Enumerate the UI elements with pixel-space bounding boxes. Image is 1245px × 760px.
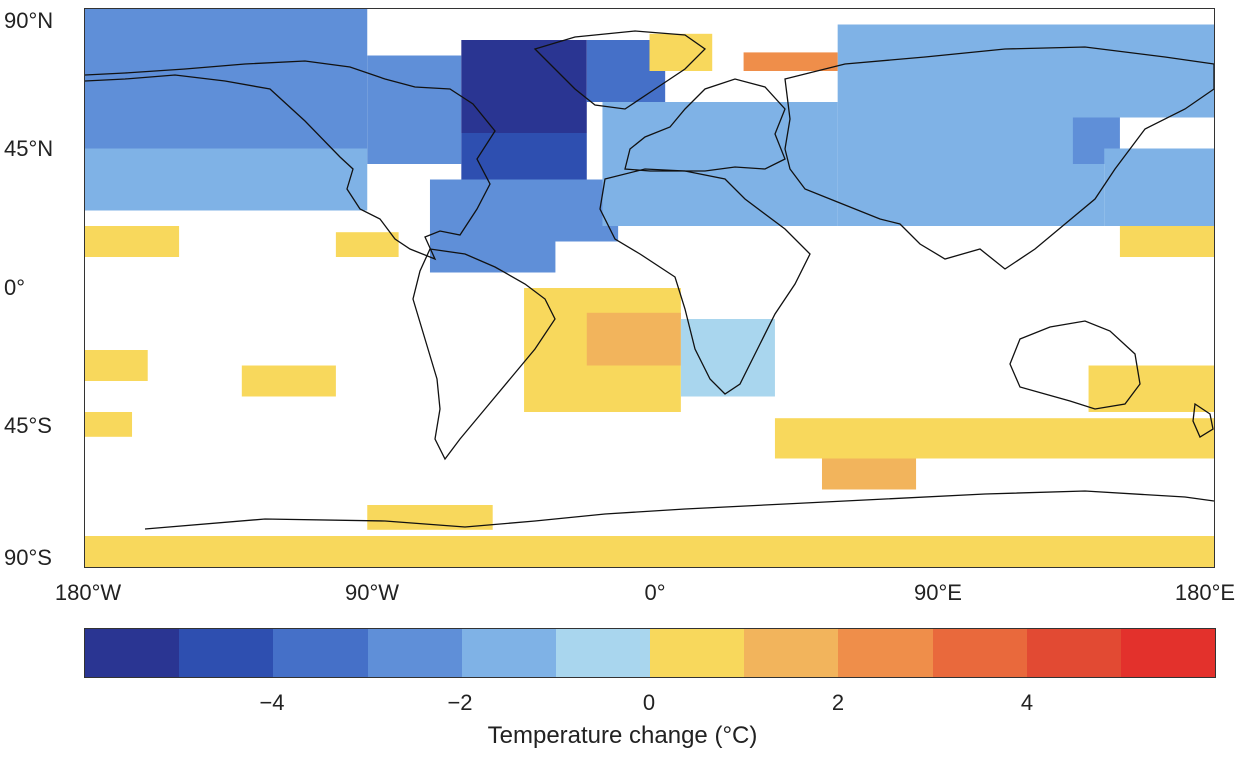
colorbar-segment	[1026, 629, 1121, 677]
coastlines	[85, 30, 1214, 530]
lat-label-90s: 90°S	[4, 545, 52, 570]
colorbar-segment	[273, 629, 368, 677]
temperature-cell	[680, 319, 775, 397]
colorbar-tick-0: 0	[642, 690, 656, 715]
temperature-cell	[85, 412, 133, 437]
colorbar-tick-2: 2	[831, 690, 845, 715]
temperature-cell	[1088, 365, 1214, 412]
colorbar-segment	[1120, 629, 1216, 677]
colorbar-segment	[744, 629, 839, 677]
coastline-africa	[599, 168, 811, 395]
temperature-cell	[774, 418, 1214, 459]
coastline-south-america	[412, 248, 556, 461]
coastline-greenland	[533, 30, 707, 110]
coastline-asia	[784, 46, 1214, 270]
colorbar-segment	[179, 629, 274, 677]
temperature-cell	[85, 148, 368, 211]
coastline-australia	[1009, 320, 1141, 410]
temperature-cell	[1119, 226, 1214, 257]
lon-label-180e: 180°E	[1174, 580, 1236, 605]
colorbar-segment	[650, 629, 745, 677]
colorbar-segment	[367, 629, 462, 677]
temperature-cell	[429, 179, 619, 242]
temperature-cell	[1104, 148, 1214, 226]
colorbar-segment	[461, 629, 556, 677]
colorbar	[84, 628, 1216, 678]
temperature-cell	[821, 458, 917, 490]
colorbar-segment	[838, 629, 933, 677]
temperature-cell	[85, 536, 1214, 567]
temperature-cell	[461, 133, 587, 180]
temperature-cell	[85, 226, 180, 257]
temperature-cell	[429, 241, 556, 273]
temperature-cell	[335, 232, 399, 257]
colorbar-segment	[932, 629, 1027, 677]
colorbar-tick-neg4: −4	[259, 690, 285, 715]
temperature-cells	[85, 9, 1214, 567]
temperature-cell	[837, 117, 1105, 226]
colorbar-tick-neg2: −2	[447, 690, 473, 715]
lat-label-0: 0°	[4, 275, 26, 300]
temperature-cell	[85, 350, 148, 381]
temperature-cell	[602, 102, 838, 226]
colorbar-segment	[555, 629, 651, 677]
lat-label-90n: 90°N	[4, 8, 54, 33]
colorbar-tick-4: 4	[1020, 690, 1034, 715]
lat-label-45n: 45°N	[4, 136, 54, 161]
coastline-europe	[624, 78, 786, 172]
coastline-new-zealand	[1192, 402, 1214, 438]
coastline-north-america	[85, 60, 496, 261]
temperature-change-map	[85, 9, 1214, 567]
temperature-cell	[743, 52, 838, 71]
coastline-antarctica	[144, 490, 1214, 530]
lon-label-90w: 90°W	[344, 580, 400, 605]
lat-label-45s: 45°S	[4, 413, 52, 438]
map-panel	[84, 8, 1215, 568]
colorbar-segment	[85, 629, 180, 677]
temperature-cell	[649, 33, 713, 71]
colorbar-title: Temperature change (°C)	[487, 722, 758, 749]
temperature-cell	[241, 365, 336, 397]
temperature-cell	[461, 40, 587, 133]
temperature-cell	[367, 55, 462, 164]
lon-label-0: 0°	[644, 580, 666, 605]
temperature-cell	[837, 24, 1214, 118]
temperature-cell	[586, 312, 681, 366]
lon-label-90e: 90°E	[914, 580, 962, 605]
lon-label-180w: 180°W	[54, 580, 122, 605]
temperature-cell	[367, 505, 493, 530]
